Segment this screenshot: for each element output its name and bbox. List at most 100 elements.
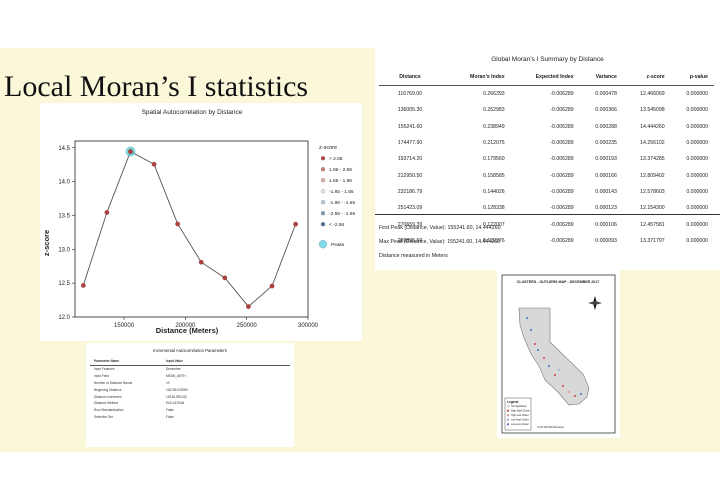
table-cell: 0.179560 [483,156,505,163]
table-cell: EUCLIDEAN [166,401,185,406]
north-arrow-icon [588,296,602,310]
map-point [534,343,536,345]
table-row: 116769.00 0.266393 -0.006289 0.000478 12.466… [379,86,714,103]
map-point [543,357,545,359]
table-cell: 10 [166,380,170,385]
legend-label: Peaks [331,242,345,248]
data-point [198,259,204,265]
param-col-name: Parameter Name [90,359,166,366]
table-cell: 116769.000000 [166,387,188,392]
legend-label: -1.96 - -1.65 [329,200,355,206]
table-row: 174477.90 0.212075 -0.006289 0.000235 14.256… [379,135,714,151]
x-tick-label: 250000 [237,323,258,329]
table-cell: 0.000000 [686,91,708,98]
first-peak-note: First Peak (Distance, Value): 155241.60,… [379,225,501,231]
table-row: 232186.79 0.144026 -0.006289 0.000143 12.578… [379,184,714,200]
y-tick-label: 13.5 [58,213,70,219]
map-legend-swatch [506,414,510,417]
table-cell: 0.000235 [595,140,617,147]
table-cell: 136005.30 [397,107,423,114]
table-cell: 0.128338 [483,205,505,212]
parameters-header-row: Parameter Name Input Value [90,359,290,366]
legend-label: > 2.58 [329,156,343,162]
table-cell: -0.006289 [550,107,574,114]
x-tick-label: 150000 [114,323,135,329]
legend-swatch [320,211,326,216]
table-cell: 212950.50 [397,172,423,179]
summary-col-z-score: z-score [622,72,671,86]
table-row: Input Features December [90,366,290,373]
table-cell: 0.158585 [483,172,505,179]
units-note: Distance measured in Meters [379,253,448,259]
table-cell: 19236.299133 [166,394,187,399]
map-legend-swatch [506,423,510,426]
map-legend-swatch [506,405,510,408]
table-cell: 0.000143 [595,188,617,195]
table-cell: -0.006289 [550,172,574,179]
parameters-panel: Incremental Autocorrelation Parameters P… [86,343,294,447]
data-point [293,221,298,227]
table-row: Selection Set False [90,414,290,421]
table-cell: 0.000000 [686,156,708,163]
map-point [574,395,576,397]
table-row: 270659.39 0.122007 -0.006289 0.000106 12.457… [379,216,714,232]
map-point [537,349,539,351]
chart-y-axis-label: z-score [42,230,51,256]
table-cell: -0.006289 [550,123,574,130]
map-point [580,393,582,395]
table-cell: 14.444260 [640,123,665,130]
map-legend-label: Not Significant [511,405,527,408]
summary-col-distance: Distance [379,72,447,86]
table-row: 136005.30 0.252983 -0.006289 0.000366 13.545… [379,102,714,118]
table-cell: Input Features [94,367,115,372]
table-cell: False [166,414,174,419]
table-cell: Input Field [94,374,109,379]
y-tick-label: 14.5 [58,146,70,152]
table-cell: 0.000093 [595,237,617,244]
map-legend-title: Legend [507,400,518,404]
table-cell: 0.000000 [686,107,708,114]
map-legend-label: Low-High Outlier [511,419,529,422]
legend-label: -2.58 - -1.96 [329,211,355,217]
z-score-line [82,150,297,308]
table-cell: 0.000000 [686,221,708,228]
map-point [526,317,528,319]
table-row: 155241.60 0.238949 -0.006289 0.000288 14.444… [379,119,714,135]
table-cell: 0.144026 [483,188,505,195]
table-cell: 0.000478 [595,91,617,98]
map-legend-label: High-Low Outlier [511,414,529,417]
table-cell: -0.006289 [550,237,574,244]
table-cell: 12.466069 [640,91,665,98]
table-cell: 0.000000 [686,237,708,244]
y-tick-label: 12.5 [58,281,70,287]
table-row: Row Standardization False [90,407,290,414]
autocorrelation-chart-panel: Spatial Autocorrelation by Distance 12.0… [40,103,362,341]
table-cell: Selection Set [94,414,113,419]
map-legend-label: High-High Cluster [511,410,530,413]
map-legend-box [504,397,532,431]
legend-label: -1.65 - 1.65 [329,189,354,195]
autocorrelation-chart: Spatial Autocorrelation by Distance 12.0… [42,109,355,335]
table-row: 212950.50 0.158585 -0.006289 0.000166 12.809… [379,167,714,183]
x-tick-label: 300000 [298,323,319,329]
table-cell: 0.212075 [483,140,505,147]
y-tick-label: 13.0 [58,247,70,253]
table-cell: -0.006289 [550,156,574,163]
data-point [80,283,86,288]
table-row: Number of Distance Bands 10 [90,380,290,387]
table-row: 251423.09 0.128338 -0.006289 0.000123 12.154… [379,200,714,216]
table-cell: -0.006289 [550,221,574,228]
chart-title: Spatial Autocorrelation by Distance [142,109,243,116]
table-cell: 174477.90 [397,140,423,147]
data-point [175,221,181,227]
table-cell: 0.000288 [595,123,617,130]
slide-title: Local Moran’s I statistics [4,70,309,103]
table-cell: Distance Increment [94,394,122,399]
map-point [530,329,532,331]
summary-col-morans-index: Moran’s Index [447,72,511,86]
table-cell: 193714.20 [397,156,423,163]
parameters-table: Parameter Name Input Value Input Feature… [90,359,290,420]
legend-swatch [320,200,326,205]
legend-swatch [318,240,328,249]
table-cell: 12.154300 [640,205,665,212]
